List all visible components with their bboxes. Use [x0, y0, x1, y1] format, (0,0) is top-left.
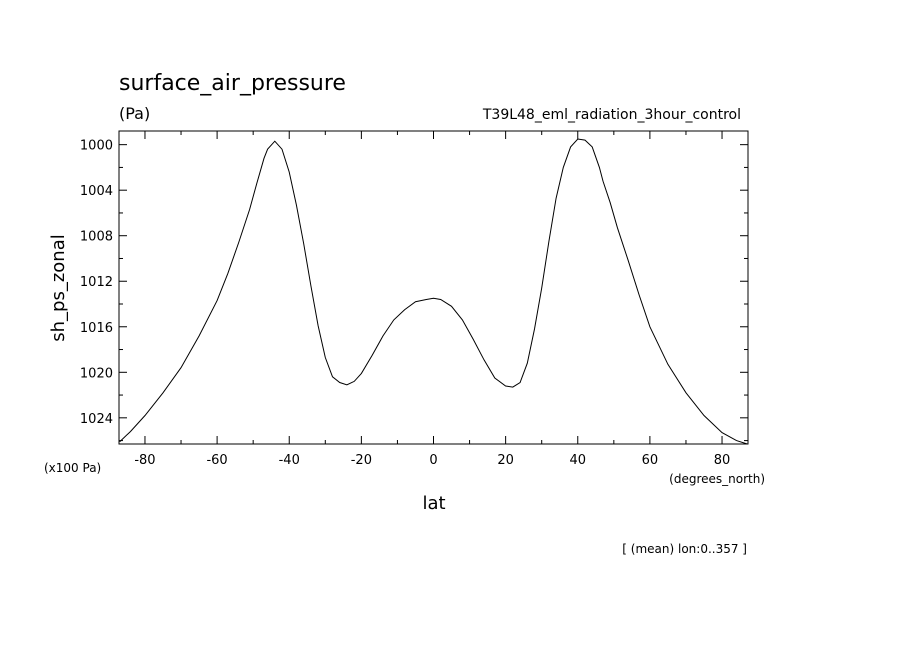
y-tick-label: 1008 [80, 230, 113, 245]
x-tick-label: -80 [134, 453, 155, 468]
y-tick-label: 1024 [80, 412, 113, 427]
x-tick-label: -20 [351, 453, 372, 468]
x-tick-label: 40 [569, 453, 586, 468]
chart-units: (Pa) [119, 104, 150, 123]
y-tick-label: 1000 [80, 139, 113, 154]
chart-title: surface_air_pressure [119, 71, 346, 96]
y-tick-label: 1020 [80, 366, 113, 381]
y-tick-label: 1004 [80, 184, 113, 199]
x-tick-label: -40 [279, 453, 300, 468]
axis-ticks [119, 131, 748, 444]
x-axis-label: lat [422, 493, 445, 514]
axis-tick-labels: -80 -60 -40 -20 0 20 40 60 80 1000 1004 1008 1012 101… [80, 139, 730, 468]
y-scale-note: (x100 Pa) [44, 461, 101, 475]
experiment-name: T39L48_eml_radiation_3hour_control [482, 107, 741, 123]
x-tick-label: 80 [714, 453, 731, 468]
y-tick-label: 1016 [80, 321, 113, 336]
footer-note: [ (mean) lon:0..357 ] [622, 542, 747, 556]
y-axis-label: sh_ps_zonal [48, 234, 69, 342]
y-tick-label: 1012 [80, 275, 113, 290]
x-tick-label: -60 [206, 453, 227, 468]
series-line [119, 138, 748, 445]
x-axis-units: (degrees_north) [669, 472, 765, 486]
plot-frame [118, 130, 749, 445]
x-tick-label: 0 [429, 453, 437, 468]
x-tick-label: 20 [497, 453, 514, 468]
x-tick-label: 60 [642, 453, 659, 468]
